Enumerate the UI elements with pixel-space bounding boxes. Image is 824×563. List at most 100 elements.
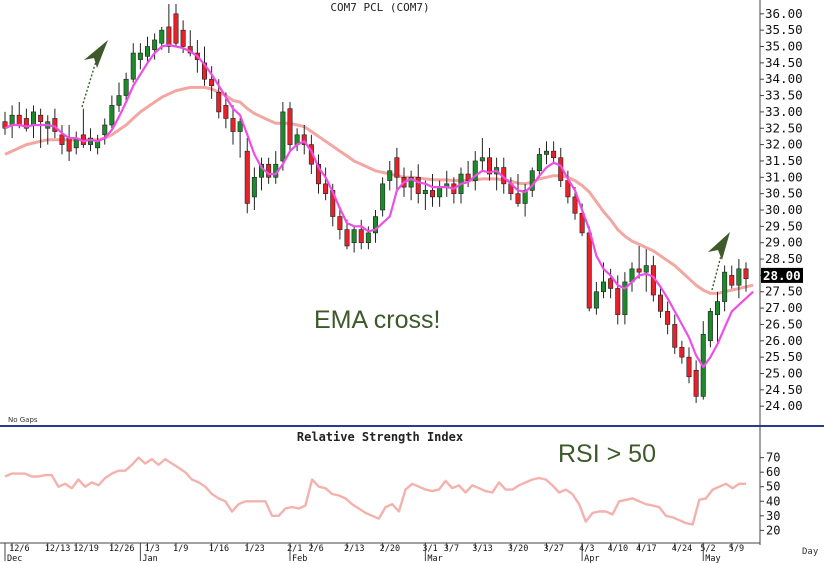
rsi-annotation: RSI > 50 bbox=[558, 440, 656, 468]
candle bbox=[351, 226, 357, 253]
candle bbox=[722, 265, 728, 312]
rsi-tick-label: 40 bbox=[766, 494, 780, 508]
no-gaps-note: No Gaps bbox=[8, 416, 38, 424]
date-tick-label: 1/16 bbox=[209, 544, 229, 554]
candle bbox=[593, 281, 599, 315]
rsi-line bbox=[4, 456, 746, 526]
candle bbox=[280, 102, 286, 171]
price-tick-label: 32.50 bbox=[765, 120, 803, 135]
candle bbox=[486, 147, 492, 181]
date-tick-label: 12/6 bbox=[9, 544, 29, 554]
period-label: Day bbox=[802, 547, 819, 557]
candle bbox=[636, 245, 642, 279]
price-tick-label: 26.50 bbox=[765, 316, 803, 331]
candle bbox=[59, 124, 65, 155]
candle bbox=[608, 268, 614, 299]
date-tick-label: 1/23 bbox=[244, 544, 264, 554]
month-label: Jan bbox=[142, 554, 157, 563]
ema-fast-line bbox=[4, 43, 754, 369]
date-tick-label: 3/27 bbox=[544, 544, 564, 554]
ema-cross-annotation: EMA cross! bbox=[314, 306, 440, 334]
candle bbox=[693, 360, 699, 403]
price-tick-label: 29.50 bbox=[765, 218, 803, 233]
candle bbox=[287, 102, 293, 152]
price-tick-label: 35.50 bbox=[765, 22, 803, 37]
price-tick-label: 30.00 bbox=[765, 202, 803, 217]
candle bbox=[380, 177, 386, 217]
chart-title: COM7 PCL (COM7) bbox=[330, 1, 429, 14]
rsi-tick-label: 60 bbox=[766, 465, 780, 479]
price-tick-label: 29.00 bbox=[765, 235, 803, 250]
rsi-tick-label: 70 bbox=[766, 451, 780, 465]
date-ticks: 12/6 12/13 12/19 12/26 1/3 1/9 1/16 1/23 2/1 2/6 2… bbox=[4, 543, 744, 563]
candle bbox=[536, 147, 542, 178]
price-tick-label: 34.00 bbox=[765, 71, 803, 86]
candle bbox=[672, 314, 678, 354]
candle bbox=[714, 291, 720, 345]
price-tick-label: 31.50 bbox=[765, 153, 803, 168]
candle bbox=[323, 167, 329, 201]
ema-slow-line bbox=[4, 85, 754, 295]
candle bbox=[109, 95, 115, 129]
date-tick-label: 5/2 bbox=[700, 544, 715, 554]
price-tick-label: 30.50 bbox=[765, 186, 803, 201]
candle bbox=[657, 288, 663, 318]
candle bbox=[102, 118, 108, 145]
date-tick-label: 4/3 bbox=[579, 544, 594, 554]
rsi-tick-label: 20 bbox=[766, 523, 780, 537]
candle bbox=[344, 219, 350, 250]
date-tick-label: 3/13 bbox=[472, 544, 492, 554]
candle bbox=[529, 167, 535, 197]
candle bbox=[358, 219, 364, 250]
date-tick-label: 3/7 bbox=[444, 544, 459, 554]
price-tick-label: 34.50 bbox=[765, 55, 803, 70]
price-tick-label: 36.00 bbox=[765, 6, 803, 21]
date-tick-label: 4/24 bbox=[672, 544, 692, 554]
candle bbox=[665, 301, 671, 335]
candle bbox=[337, 206, 343, 240]
date-tick-label: 12/19 bbox=[73, 544, 99, 554]
candle bbox=[686, 347, 692, 384]
candle bbox=[679, 340, 685, 364]
price-tick-label: 26.00 bbox=[765, 333, 803, 348]
rsi-title: Relative Strength Index bbox=[297, 430, 463, 444]
candle bbox=[472, 151, 478, 191]
candle bbox=[244, 138, 250, 214]
candle bbox=[422, 180, 428, 210]
price-tick-label: 27.00 bbox=[765, 300, 803, 315]
candle bbox=[415, 164, 421, 204]
candle bbox=[522, 183, 528, 217]
price-tick-label: 24.00 bbox=[765, 398, 803, 413]
ema-slow-layer bbox=[4, 85, 754, 295]
candle bbox=[173, 4, 179, 47]
date-tick-label: 2/20 bbox=[380, 544, 400, 554]
candle bbox=[137, 43, 143, 70]
date-tick-label: 3/20 bbox=[508, 544, 528, 554]
price-tick-label: 25.00 bbox=[765, 365, 803, 380]
rsi-tick-label: 50 bbox=[766, 480, 780, 494]
candle bbox=[394, 147, 400, 191]
month-label: Mar bbox=[427, 554, 442, 563]
candle bbox=[251, 167, 257, 210]
candle bbox=[237, 118, 243, 158]
candle bbox=[116, 82, 122, 112]
candle bbox=[736, 259, 742, 299]
candle bbox=[707, 308, 713, 348]
ema-fast-layer bbox=[4, 43, 754, 369]
price-tick-label: 33.00 bbox=[765, 104, 803, 119]
candle bbox=[387, 160, 393, 191]
price-tick-label: 28.50 bbox=[765, 251, 803, 266]
price-tick-label: 31.00 bbox=[765, 169, 803, 184]
candle bbox=[643, 249, 649, 292]
candle bbox=[315, 154, 321, 194]
date-tick-label: 2/13 bbox=[344, 544, 364, 554]
month-label: Apr bbox=[584, 554, 599, 563]
date-tick-label: 1/9 bbox=[173, 544, 188, 554]
date-tick-label: 3/1 bbox=[422, 544, 437, 554]
arrow-up-icon bbox=[81, 40, 108, 108]
candle bbox=[743, 262, 749, 292]
candle bbox=[130, 43, 136, 83]
